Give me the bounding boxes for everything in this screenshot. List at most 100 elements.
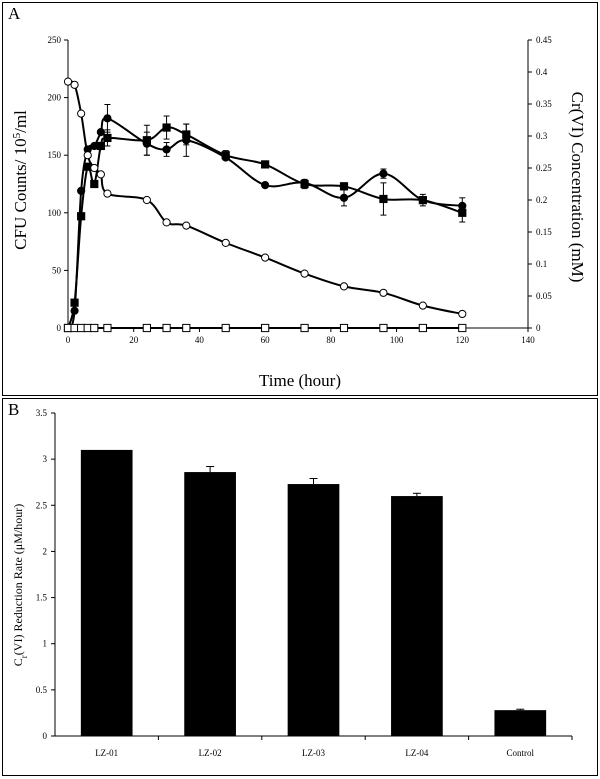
panel-a-series-1-point	[221, 151, 230, 160]
panel-a-right-tick-label: 0	[536, 323, 541, 333]
panel-a-series-3-point	[300, 323, 309, 333]
panel-a-left-tick-label: 0	[57, 323, 62, 333]
panel-a-series-3-point	[379, 323, 388, 333]
panel-b-bar	[287, 484, 340, 736]
panel-a-series-3-point	[221, 323, 230, 333]
panel-a-series-2-point	[70, 80, 79, 89]
panel-a-x-tick-label: 100	[390, 335, 404, 345]
panel-b-y-tick-label: 3	[43, 454, 48, 464]
panel-b-y-axis-title-part1: C	[11, 658, 25, 666]
panel-a-frame	[2, 2, 598, 396]
panel-b-y-axis-title-part2: (VI) Reduction Rate (	[11, 550, 25, 655]
panel-a-series-2-point	[379, 288, 388, 297]
panel-a-series-3-point	[339, 323, 349, 333]
panel-b-y-axis-title: Cr(VI) Reduction Rate (μM/hour)	[11, 504, 29, 666]
panel-b-bar	[391, 496, 443, 736]
panel-b-y-tick-label: 1	[43, 639, 48, 649]
panel-a-left-axis-title: CFU Counts/ 105/ml	[11, 110, 30, 250]
panel-a-series-1-point	[103, 133, 112, 143]
panel-a-series-0-point	[162, 145, 171, 154]
panel-a-right-tick-label: 0.25	[536, 163, 552, 173]
panel-b-x-tick-label: LZ-04	[405, 748, 428, 758]
panel-a-series-2-point	[142, 195, 151, 205]
panel-b-chart: Cr(VI) Reduction Rate (μM/hour) 0 0.5 1 1.5…	[11, 408, 573, 758]
panel-a-left-axis-title-part1: CFU Counts/ 10	[11, 138, 30, 249]
panel-a-series-2-point	[300, 269, 309, 278]
panel-a-right-tick-label: 0.3	[536, 131, 548, 141]
panel-a-right-tick-label: 0.1	[536, 259, 547, 269]
panel-a-right-tick-label: 0.2	[536, 195, 547, 205]
panel-a-x-tick-label: 120	[456, 335, 470, 345]
panel-a-left-tick-label: 250	[48, 35, 62, 45]
panel-a-series-3-point	[458, 323, 467, 333]
panel-a-series-0-point	[379, 169, 388, 178]
panel-a-series-1-line	[67, 126, 463, 329]
panel-a-series-0-point	[103, 114, 112, 123]
panel-a-series-2-point	[83, 151, 92, 160]
panel-a-left-tick-label: 150	[48, 150, 62, 160]
panel-b-x-tick-label: LZ-01	[95, 748, 118, 758]
panel-a-right-axis-title: Cr(VI) Concentration (mM)	[568, 92, 587, 283]
panel-a-series-2-point	[418, 301, 427, 310]
panel-a-series-0-line	[67, 117, 463, 329]
panel-a-x-tick-label: 140	[521, 335, 535, 345]
panel-a-series-3-point	[103, 323, 112, 333]
panel-a-series-1-point	[142, 136, 151, 145]
panel-b-y-tick-label: 1.5	[36, 593, 48, 603]
panel-a-left-tick-label: 100	[48, 208, 62, 218]
panel-b-y-tick-label: 0	[43, 731, 48, 741]
panel-a-series-1-point	[96, 141, 105, 151]
panel-b-bar	[184, 472, 236, 736]
panel-b-y-axis-title-part3: M/hour)	[11, 504, 25, 544]
panel-a-x-tick-label: 60	[261, 335, 271, 345]
panel-a-series-2-point	[182, 221, 191, 230]
panel-a-series-2-point	[261, 253, 270, 262]
panel-a-chart: Time (hour) CFU Counts/ 105/ml Cr(VI) Co…	[11, 35, 587, 390]
panel-b-x-tick-label: Control	[507, 748, 535, 758]
panel-b-y-tick-label: 3.5	[36, 408, 48, 418]
panel-a-series-2-point	[63, 77, 73, 86]
panel-a-series-1-point	[261, 160, 270, 169]
panel-a-series-1-point	[162, 123, 171, 132]
panel-a-series-2-line	[67, 80, 463, 315]
panel-a-series-2-point	[162, 218, 171, 227]
panel-a-series-1-point	[300, 179, 309, 189]
panel-b-y-tick-label: 2	[43, 546, 48, 556]
panel-a-left-tick-label: 200	[48, 93, 62, 103]
panel-a-right-tick-label: 0.15	[536, 227, 552, 237]
panel-a-letter: A	[8, 4, 21, 23]
panel-a-series-2-point	[90, 163, 99, 173]
panel-a-left-axis-title-part2: /ml	[11, 110, 30, 133]
panel-a-series-3-point	[182, 323, 191, 333]
panel-a-series-0-point	[96, 128, 105, 137]
panel-a-series-1-point	[418, 196, 427, 205]
panel-a-series-3-point	[142, 323, 151, 333]
panel-a-right-tick-label: 0.05	[536, 291, 552, 301]
panel-a-series-2-point	[221, 238, 230, 247]
panel-b-y-axis-title-sub: r	[19, 655, 29, 658]
panel-b-x-tick-label: LZ-03	[302, 748, 325, 758]
panel-a-x-tick-label: 80	[326, 335, 336, 345]
panel-a-left-axis-title-sup: 5	[11, 132, 23, 138]
panel-a-series-2-point	[96, 170, 105, 179]
panel-b-y-tick-label: 2.5	[36, 500, 48, 510]
panel-a-series-1-point	[90, 179, 99, 189]
panel-a-series-2-point	[339, 282, 349, 291]
panel-a-series-0-point	[339, 193, 349, 202]
panel-a-right-tick-label: 0.4	[536, 67, 548, 77]
panel-a-x-tick-label: 0	[66, 335, 71, 345]
panel-a-x-tick-label: 40	[195, 335, 205, 345]
panel-a-series-1-point	[458, 208, 467, 217]
panel-b-y-axis-title-mu: μ	[11, 544, 25, 550]
panel-b-bar	[494, 710, 547, 736]
panel-a-series-0-point	[261, 181, 270, 190]
panel-a-series-3-point	[418, 323, 427, 333]
panel-b-plot-layer: 0 0.5 1 1.5 2 2.5 3 3.5 LZ-01 LZ-02 LZ-03 LZ-04 Cont…	[36, 408, 573, 758]
panel-a-series-2-point	[77, 109, 86, 118]
panel-b-x-tick-label: LZ-02	[199, 748, 222, 758]
panel-a-series-3-point	[162, 323, 171, 333]
panel-a-plot-layer: 0 20 40 60 80 100 120 14005010015020025000.050.…	[48, 35, 553, 345]
panel-a-right-tick-label: 0.35	[536, 99, 552, 109]
panel-a-series-1-point	[182, 130, 191, 139]
